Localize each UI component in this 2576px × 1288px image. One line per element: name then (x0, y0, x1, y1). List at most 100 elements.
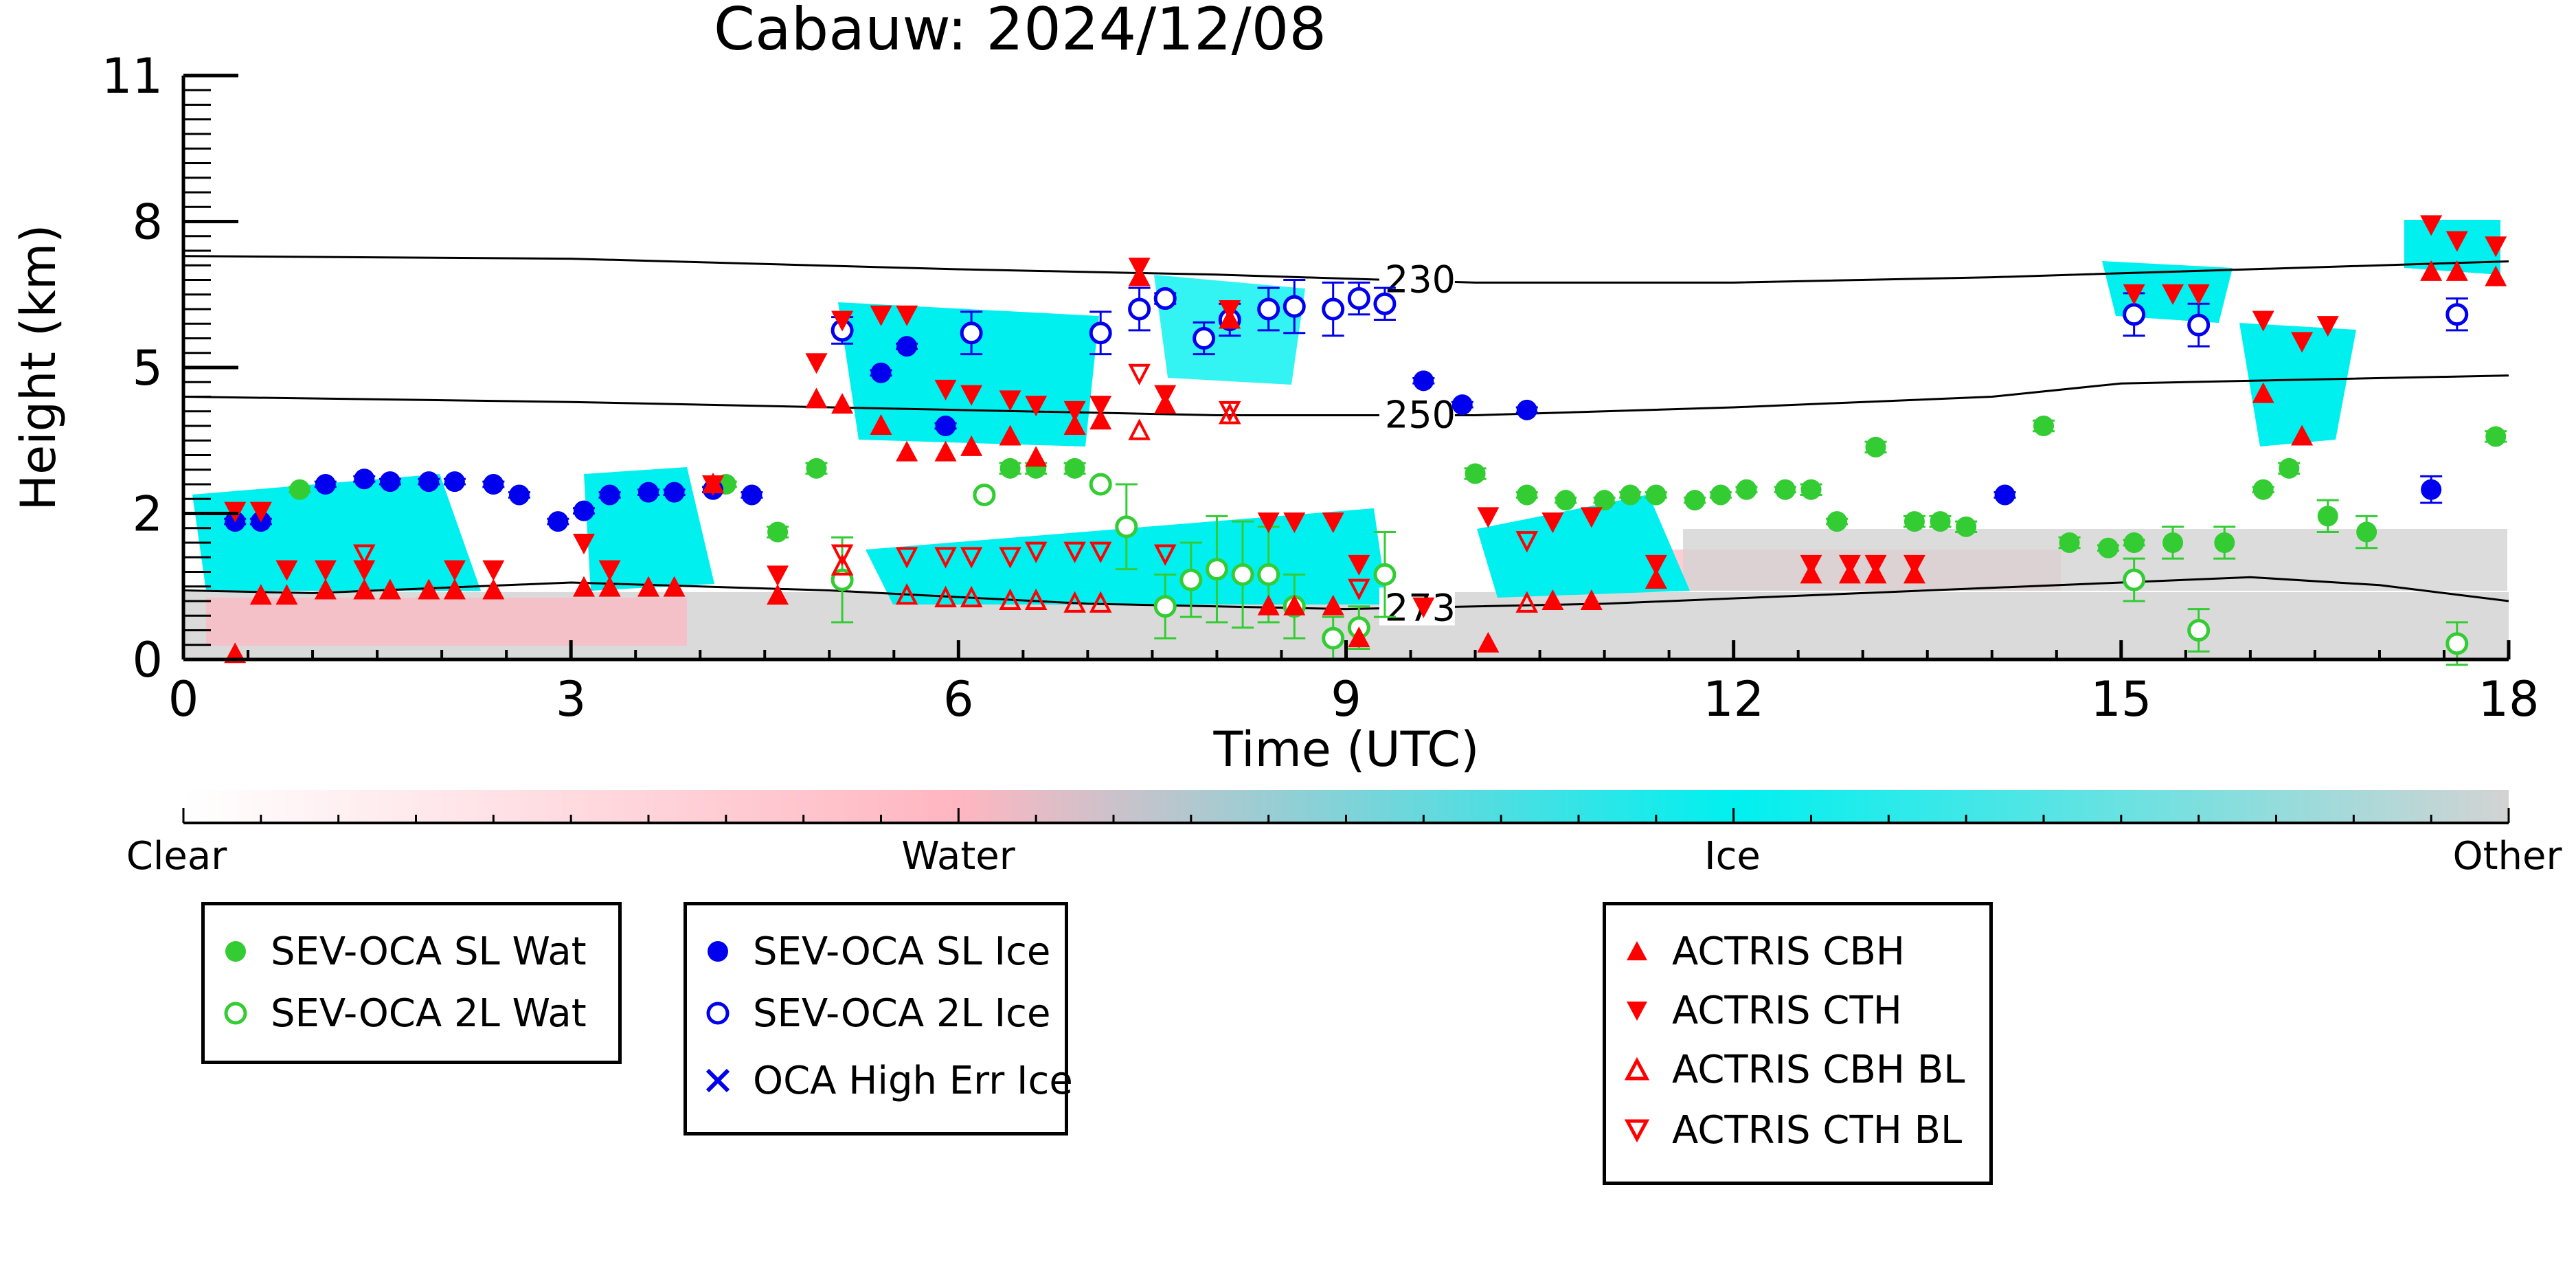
actris-cth-point (1322, 512, 1344, 534)
y-ticks: 0 2 5 8 11 (102, 48, 238, 688)
actris-cth-point (960, 385, 983, 406)
sev-oca-sl-wat-point (2098, 537, 2119, 558)
sev-oca-sl-wat-point (2033, 416, 2054, 436)
legend-marker-2l-wat (224, 1002, 247, 1025)
actris-cth-bl-point (352, 544, 376, 566)
actris-cbh-point (1257, 594, 1280, 615)
actris-cth-point (2316, 316, 2339, 337)
sev-oca-sl-wat-point (806, 457, 827, 479)
x-tick-label: 12 (1703, 671, 1764, 727)
sev-oca-sl-wat-point (2356, 521, 2377, 543)
actris-cth-point (1903, 554, 1925, 576)
sev-oca-sl-ice-point (547, 511, 569, 532)
sev-oca-2l-wat-point (1257, 563, 1280, 586)
legend-label-sl-wat: SEV-OCA SL Wat (271, 929, 587, 974)
sev-oca-sl-wat-point (2485, 426, 2507, 447)
isotherm-line (183, 255, 2509, 284)
sev-oca-2l-wat-point (1322, 626, 1345, 650)
actris-cth-point (598, 560, 621, 581)
actris-cbh-bl-point (1515, 591, 1539, 613)
sev-oca-sl-ice-point (418, 471, 440, 493)
sev-oca-sl-ice-point (935, 416, 956, 436)
legend-marker-sl-ice (708, 941, 728, 962)
curtain-ice-5 (1477, 495, 1690, 598)
actris-cth-point (1477, 507, 1500, 528)
curtain-ice-7 (2239, 323, 2356, 447)
actris-cbh-point (572, 576, 595, 597)
actris-cth-bl-point (1128, 363, 1151, 386)
isotherm-label-bg (1379, 587, 1455, 626)
isotherm-layer: 230250273 (183, 255, 2509, 629)
sev-oca-sl-ice-point (354, 468, 375, 490)
y-tick-label: 11 (102, 48, 163, 104)
actris-cbh-point (960, 435, 983, 456)
sev-oca-2l-wat-point (1115, 515, 1138, 539)
sev-oca-sl-wat-point (1620, 484, 1641, 506)
background-curtain (183, 220, 2509, 659)
sev-oca-2l-ice-point (1089, 321, 1112, 345)
sev-oca-2l-ice-point (1193, 327, 1216, 350)
actris-cbh-point (1348, 626, 1370, 648)
actris-cth-bl-point (1218, 400, 1241, 423)
x-ticks: 0 3 6 9 12 15 18 (168, 640, 2540, 727)
sev-oca-sl-wat-point (2059, 532, 2080, 553)
sev-oca-sl-wat-point (1865, 436, 1886, 457)
actris-cbh-point (663, 576, 686, 597)
actris-cth-bl-point (960, 547, 983, 569)
colorbar-label-other: Other (2452, 834, 2562, 879)
x-tick-label: 18 (2478, 671, 2539, 727)
sev-oca-2l-wat-point (973, 483, 996, 506)
y-tick-label: 8 (132, 194, 163, 251)
actris-cbh-point (896, 440, 918, 462)
legend-marker-actris-cbh (1627, 941, 1647, 960)
actris-cth-point (1283, 512, 1306, 534)
marker-layer (224, 215, 2507, 664)
sev-oca-sl-ice-point (379, 471, 400, 493)
actris-cth-point (482, 560, 505, 581)
actris-cth-point (767, 565, 789, 587)
isotherm-line (183, 576, 2509, 611)
actris-cbh-point (1645, 568, 1667, 589)
sev-oca-sl-wat-point (1827, 511, 1848, 532)
actris-cth-point (1348, 554, 1370, 576)
sev-oca-sl-wat-point (1710, 484, 1731, 506)
actris-cth-point (275, 560, 298, 581)
curtain-water-low-left (206, 598, 687, 646)
sev-oca-sl-ice-point (1451, 394, 1473, 416)
legend-ice: SEV-OCA SL Ice SEV-OCA 2L Ice OCA High E… (683, 902, 1073, 1136)
isotherm-label: 250 (1385, 394, 1456, 437)
actris-cbh-point (934, 440, 957, 462)
legend-wat: SEV-OCA SL Wat SEV-OCA 2L Wat (201, 902, 622, 1064)
colorbar-label-water: Water (901, 834, 1016, 879)
legend-marker-actris-cbh-bl (1624, 1057, 1650, 1081)
sev-oca-2l-wat-point (2123, 568, 2146, 591)
sev-oca-sl-wat-point (1555, 490, 1577, 511)
actris-cth-point (2123, 284, 2145, 305)
actris-cbh-bl-point (960, 585, 983, 608)
sev-oca-2l-ice-point (2187, 313, 2211, 337)
actris-cbh-bl-point (1128, 418, 1151, 440)
colorbar-ticks (182, 808, 2510, 823)
x-tick-label: 0 (168, 671, 199, 727)
actris-cth-point (1025, 396, 1048, 417)
actris-cbh-point (1580, 589, 1603, 610)
actris-cth-point (1063, 400, 1086, 422)
sev-oca-sl-wat-point (2123, 532, 2145, 553)
actris-cth-point (1089, 396, 1112, 417)
chart-title: Cabauw: 2024/12/08 (714, 0, 1326, 64)
sev-oca-2l-wat-point (1373, 563, 1397, 586)
sev-oca-2l-ice-point (1153, 287, 1177, 310)
actris-cth-point (2291, 332, 2314, 353)
actris-cth-bl-point (1024, 541, 1048, 563)
actris-cbh-bl-point (831, 554, 854, 576)
sev-oca-sl-wat-point (1684, 490, 1706, 511)
y-axis-label: Height (km) (10, 225, 67, 511)
isotherm-line (183, 374, 2509, 416)
actris-cbh-bl-point (1218, 403, 1241, 425)
sev-oca-sl-wat-point (999, 457, 1021, 479)
sev-oca-sl-wat-point (1903, 511, 1925, 532)
actris-cbh-point (805, 387, 828, 409)
sev-oca-2l-wat-point (2445, 632, 2469, 655)
legend-actris: ACTRIS CBH ACTRIS CTH ACTRIS CBH BL ACTR… (1603, 902, 1993, 1185)
